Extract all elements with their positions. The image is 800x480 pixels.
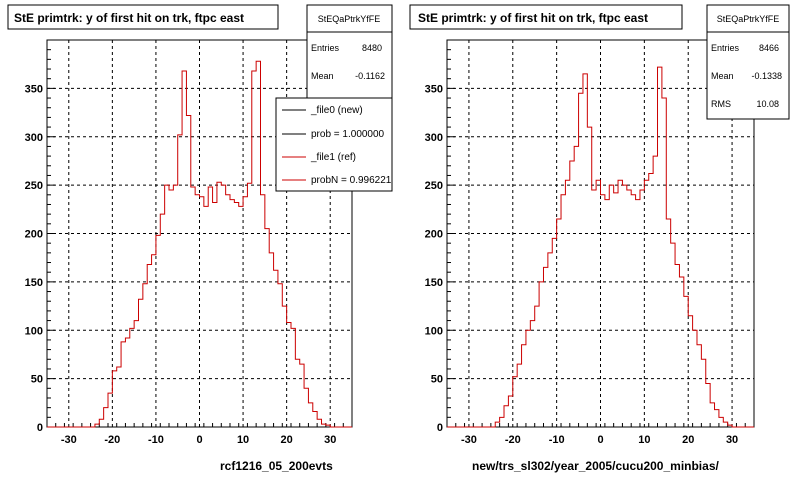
- stats-box-left: StEQaPtrkYfFE Entries 8480 Mean -0.1162: [306, 4, 393, 106]
- stats-entries-label-right: Entries: [711, 43, 740, 53]
- y-tick-label-left-3: 150: [25, 277, 43, 289]
- y-tick-label-right-6: 300: [425, 132, 443, 144]
- x-tick-label-right-2: -10: [549, 434, 565, 446]
- stats-mean-value-right: -0.1338: [751, 71, 782, 81]
- y-tick-label-right-2: 100: [425, 325, 443, 337]
- x-tick-label-right-6: 30: [726, 434, 738, 446]
- x-tick-label-left-2: -10: [148, 434, 164, 446]
- y-tick-label-left-7: 350: [25, 83, 43, 95]
- x-tick-label-left-0: -30: [61, 434, 77, 446]
- histogram-series-left-0: [47, 60, 352, 428]
- chart-title-left: StE primtrk: y of first hit on trk, ftpc…: [14, 11, 244, 25]
- y-tick-label-left-2: 100: [25, 325, 43, 337]
- x-axis-label-right: new/trs_sl302/year_2005/cucu200_minbias/: [472, 459, 719, 473]
- y-tick-label-left-6: 300: [25, 132, 43, 144]
- x-tick-label-left-4: 10: [237, 434, 249, 446]
- panel-left: StE primtrk: y of first hit on trk, ftpc…: [7, 4, 393, 473]
- legend-entry-3: probN = 0.996221: [311, 175, 392, 186]
- y-tick-label-left-4: 200: [25, 229, 43, 241]
- chart-title-right: StE primtrk: y of first hit on trk, ftpc…: [418, 11, 648, 25]
- stats-name-left: StEQaPtrkYfFE: [318, 14, 381, 24]
- y-tick-label-right-1: 50: [431, 374, 443, 386]
- legend-entry-0: _file0 (new): [310, 105, 363, 116]
- x-tick-label-right-1: -20: [505, 434, 521, 446]
- x-tick-label-right-5: 20: [682, 434, 694, 446]
- y-tick-label-left-1: 50: [31, 374, 43, 386]
- stats-entries-value-left: 8480: [362, 43, 382, 53]
- stats-mean-label-right: Mean: [711, 71, 734, 81]
- legend-entry-1: prob = 1.000000: [311, 129, 385, 140]
- legend-entry-2: _file1 (ref): [310, 152, 356, 163]
- stats-rms-label-right: RMS: [711, 99, 731, 109]
- y-tick-label-right-7: 350: [425, 83, 443, 95]
- x-tick-label-left-6: 30: [324, 434, 336, 446]
- histogram-series-right-0: [447, 66, 754, 428]
- x-tick-label-right-4: 10: [638, 434, 650, 446]
- stats-box-right: StEQaPtrkYfFE Entries 8466 Mean -0.1338 …: [706, 4, 790, 120]
- stats-entries-label-left: Entries: [311, 43, 340, 53]
- y-tick-label-left-0: 0: [37, 422, 43, 434]
- stats-mean-value-left: -0.1162: [355, 71, 385, 81]
- y-tick-label-right-3: 150: [425, 277, 443, 289]
- title-box-left: [7, 4, 279, 30]
- y-tick-label-right-0: 0: [437, 422, 443, 434]
- x-tick-label-left-5: 20: [281, 434, 293, 446]
- x-tick-label-right-0: -30: [461, 434, 477, 446]
- y-tick-label-right-4: 200: [425, 229, 443, 241]
- stats-mean-label-left: Mean: [311, 71, 334, 81]
- stats-name-right: StEQaPtrkYfFE: [717, 14, 780, 24]
- x-tick-label-left-3: 0: [196, 434, 202, 446]
- y-tick-label-right-5: 250: [425, 180, 443, 192]
- panel-right: StE primtrk: y of first hit on trk, ftpc…: [409, 4, 790, 473]
- title-box-right: [409, 4, 683, 30]
- legend-box-left: _file0 (new) prob = 1.000000 _file1 (ref…: [275, 97, 393, 192]
- stats-rms-value-right: 10.08: [756, 99, 779, 109]
- stats-entries-value-right: 8466: [759, 43, 779, 53]
- x-axis-label-left: rcf1216_05_200evts: [220, 459, 333, 473]
- x-tick-label-left-1: -20: [104, 434, 120, 446]
- y-tick-label-left-5: 250: [25, 180, 43, 192]
- x-tick-label-right-3: 0: [597, 434, 603, 446]
